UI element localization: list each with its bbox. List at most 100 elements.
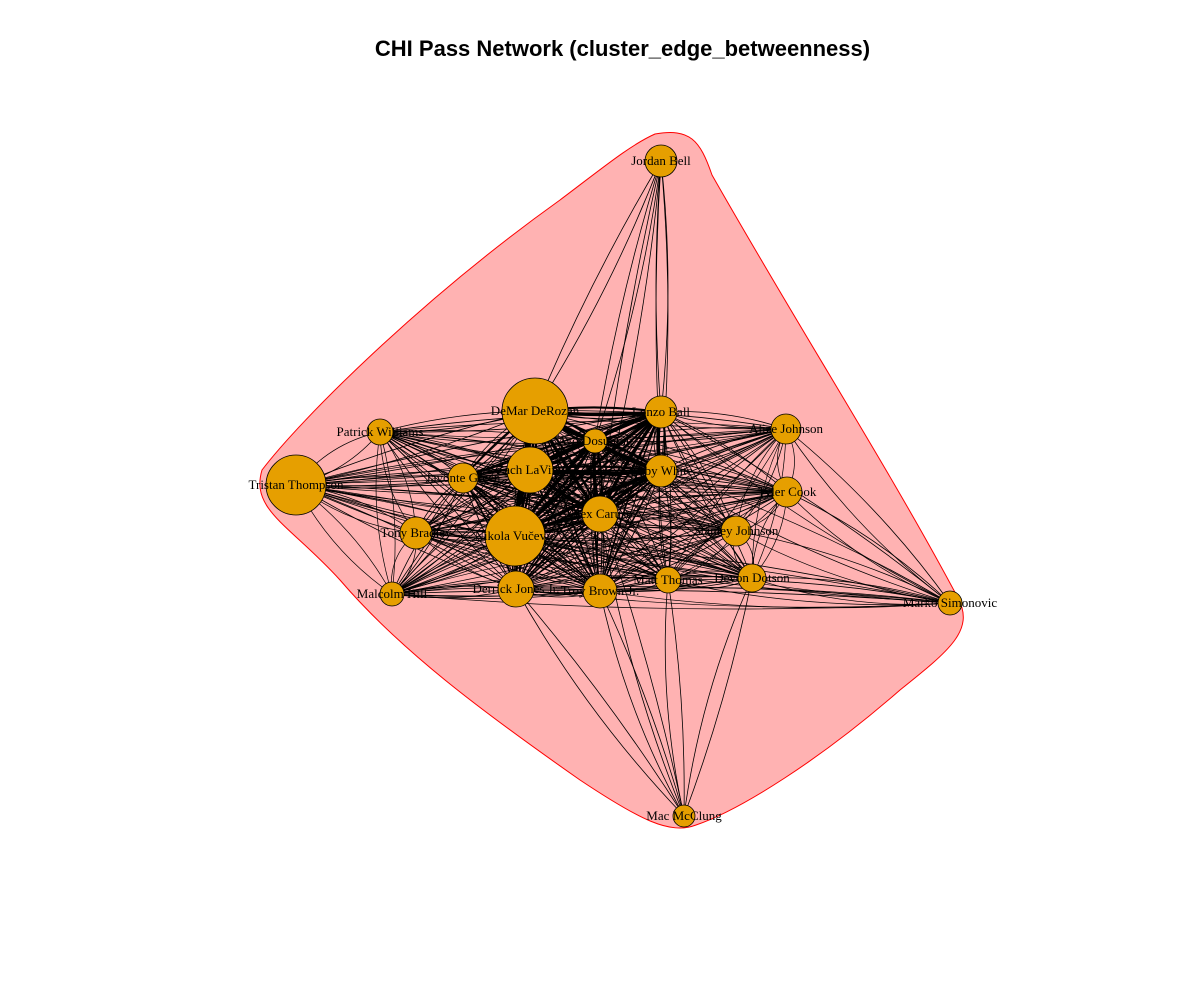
edge <box>515 470 662 590</box>
node-coby-white <box>644 454 678 488</box>
edge <box>295 440 596 486</box>
edge <box>660 470 951 604</box>
node-label-tristan-thompson: Tristan Thompson <box>249 477 344 492</box>
node-tony-bradley <box>399 516 433 550</box>
edge <box>785 428 951 604</box>
node-mac-mcclung <box>672 804 696 828</box>
edge <box>667 579 685 817</box>
node-label-devon-dotson: Devon Dotson <box>714 570 790 585</box>
node-label-tony-bradley: Tony Bradley <box>381 525 452 540</box>
edge <box>295 484 737 532</box>
edge <box>379 431 601 592</box>
edge <box>375 431 393 595</box>
node-jordan-bell <box>644 144 678 178</box>
edge <box>391 593 951 610</box>
edge <box>379 421 787 433</box>
edge <box>515 588 685 817</box>
edge <box>514 535 951 604</box>
edge <box>529 469 753 579</box>
node-label-coby-white: Coby White <box>630 463 693 478</box>
edge <box>415 428 787 534</box>
edge <box>594 160 662 442</box>
edge <box>534 410 753 579</box>
edge <box>599 513 753 579</box>
node-label-demar-derozan: DeMar DeRozan <box>491 403 580 418</box>
edge <box>415 532 601 592</box>
edge <box>599 590 685 817</box>
node-label-malcolm-hill: Malcolm Hill <box>357 586 428 601</box>
node-tyler-cook <box>771 476 803 508</box>
node-javonte-green <box>447 462 479 494</box>
edge <box>594 440 788 493</box>
edge <box>786 491 951 604</box>
node-label-alex-caruso: Alex Caruso <box>567 506 632 521</box>
node-label-tyler-cook: Tyler Cook <box>758 484 817 499</box>
edge <box>599 491 788 592</box>
node-label-jordan-bell: Jordan Bell <box>631 153 691 168</box>
node-label-lonzo-ball: Lonzo Ball <box>632 404 691 419</box>
node-tristan-thompson <box>265 454 327 516</box>
node-label-matt-thomas: Matt Thomas <box>633 572 702 587</box>
edge <box>515 588 685 817</box>
edge <box>415 530 737 542</box>
node-malcolm-hill <box>379 581 405 607</box>
edge <box>379 430 596 442</box>
node-label-derrick-jones-jr: Derrick Jones Jr. <box>472 581 559 596</box>
edge <box>462 476 788 493</box>
edge <box>735 530 951 604</box>
edge <box>415 532 753 579</box>
node-label-zach-lavine: Zach LaVine <box>496 462 564 477</box>
node-marko-simonovic <box>937 590 963 616</box>
edge <box>391 491 788 595</box>
edge <box>295 484 669 581</box>
edge <box>391 530 737 595</box>
edge <box>599 160 662 515</box>
edge <box>664 579 685 817</box>
edge <box>514 535 951 604</box>
node-label-alize-johnson: Alize Johnson <box>749 421 824 436</box>
node-alize-johnson <box>770 413 802 445</box>
edge <box>660 470 951 604</box>
edge <box>751 428 787 579</box>
edge <box>295 470 662 486</box>
edge <box>515 440 596 590</box>
edge <box>415 470 662 534</box>
node-nikola-vucevic <box>484 505 546 567</box>
edge <box>295 484 669 581</box>
nodes-layer <box>265 144 963 828</box>
edge <box>379 431 517 590</box>
edge <box>391 577 753 597</box>
edge <box>514 491 788 537</box>
node-label-javonte-green: Javonte Green <box>426 470 501 485</box>
edge <box>379 431 788 493</box>
edge <box>391 574 753 595</box>
edge <box>660 160 669 472</box>
node-troy-brown-jr <box>582 573 618 609</box>
edge <box>295 411 662 486</box>
edge <box>295 484 788 499</box>
edge <box>295 484 601 592</box>
edge <box>379 431 737 532</box>
edge <box>599 428 787 592</box>
edge <box>379 431 737 532</box>
edge <box>655 160 662 472</box>
chart-title: CHI Pass Network (cluster_edge_betweenne… <box>374 36 871 61</box>
edge <box>391 530 737 595</box>
edge <box>594 427 787 442</box>
edge <box>534 160 662 412</box>
labels-layer: Jordan Bell DeMar DeRozan Lonzo Ball Alize … <box>249 153 998 823</box>
edge <box>295 411 662 486</box>
edge <box>379 431 396 595</box>
edge <box>599 513 685 817</box>
node-label-marko-simonovic: Marko Simonovic <box>903 595 997 610</box>
node-label-stanley-johnson: Stanley Johnson <box>694 523 779 538</box>
edge <box>379 431 517 590</box>
node-label-mac-mcclung: Mac McClung <box>646 808 722 823</box>
edge <box>391 411 662 595</box>
edge <box>683 577 753 817</box>
node-matt-thomas <box>654 566 682 594</box>
node-stanley-johnson <box>720 515 752 547</box>
edge <box>599 160 662 515</box>
edge <box>391 491 788 595</box>
